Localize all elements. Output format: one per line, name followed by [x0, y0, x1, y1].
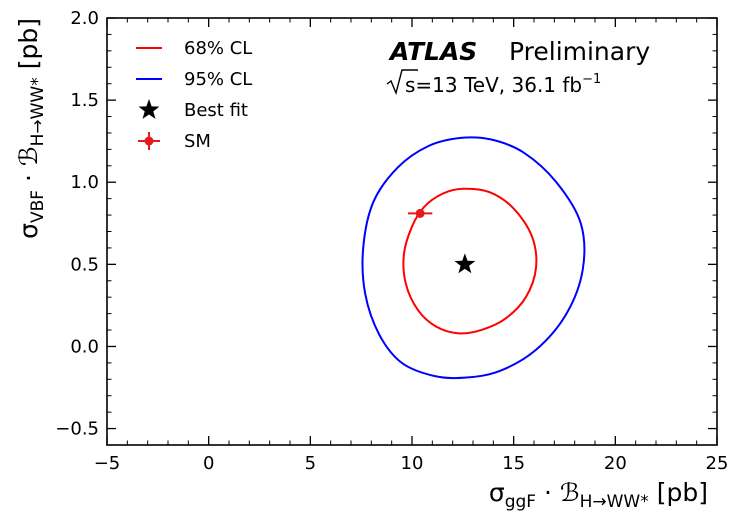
axis-ticks — [106, 17, 718, 446]
contour-95-cl — [361, 136, 586, 380]
y-tick-label: 2.0 — [70, 8, 99, 29]
y-tick-label: 1.0 — [70, 172, 99, 193]
contour-68-cl — [402, 187, 538, 335]
energy-lumi-text: s=13 TeV, 36.1 fb−1 — [405, 72, 601, 97]
legend-swatch-point — [144, 136, 154, 146]
legend-label: 95% CL — [184, 69, 252, 90]
contour-lines — [361, 136, 586, 380]
markers — [407, 208, 476, 274]
energy-label: s=13 TeV, 36.1 fb−1 — [386, 69, 601, 97]
sqrt-sign — [386, 69, 418, 96]
x-axis-label: σggF · ℬH→WW* [pb] — [489, 478, 708, 512]
x-tick-label: 5 — [305, 453, 316, 474]
axis-tick-labels: −5 0 5 10 15 20 25 −0.5 0.0 0.5 1.0 1.5 2.0 — [55, 8, 728, 474]
x-tick-label: 15 — [502, 453, 525, 474]
experiment-label: ATLAS Preliminary — [388, 37, 650, 66]
x-tick-label: 0 — [203, 453, 214, 474]
legend-label: Best fit — [184, 100, 248, 121]
sm-point — [415, 208, 425, 218]
preliminary-label: Preliminary — [509, 37, 650, 66]
y-axis-label: σVBF · ℬH→WW*[pb] — [14, 18, 48, 239]
best-fit-star — [454, 253, 476, 274]
atlas-label: ATLAS — [388, 37, 477, 66]
legend-label: 68% CL — [184, 38, 252, 59]
y-tick-label: 1.5 — [70, 90, 99, 111]
x-tick-label: 25 — [706, 453, 729, 474]
legend-label: SM — [184, 131, 211, 152]
x-tick-label: −5 — [94, 453, 121, 474]
legend-swatch-star — [138, 99, 160, 119]
y-tick-label: −0.5 — [55, 419, 99, 440]
x-tick-label: 10 — [401, 453, 424, 474]
legend: 68% CL 95% CL Best fit SM — [136, 38, 252, 152]
y-tick-label: 0.0 — [70, 336, 99, 357]
x-tick-label: 20 — [604, 453, 627, 474]
y-tick-label: 0.5 — [70, 254, 99, 275]
